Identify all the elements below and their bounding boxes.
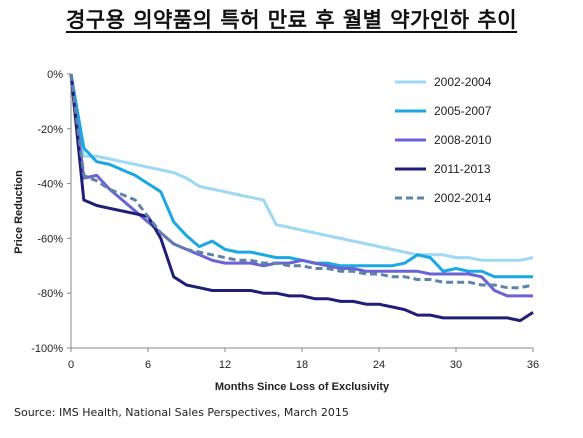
x-tick-label: 24 — [373, 359, 385, 371]
y-tick-label: -20% — [37, 124, 63, 136]
x-axis-label: Months Since Loss of Exclusivity — [215, 381, 390, 393]
y-tick-label: -80% — [37, 288, 63, 300]
legend-label: 2002-2014 — [434, 191, 492, 205]
series-line-2008-2010 — [69, 73, 533, 298]
x-tick-label: 30 — [450, 359, 462, 371]
source-note: Source: IMS Health, National Sales Persp… — [14, 406, 349, 419]
x-tick-label: 0 — [68, 359, 74, 371]
chart-title: 경구용 의약품의 특허 만료 후 월별 약가인하 추이 — [65, 8, 518, 32]
legend-label: 2005-2007 — [434, 104, 492, 118]
legend: 2002-2004 2005-2007 2008-2010 2011-2013 2002… — [395, 75, 492, 205]
axes: 0% -20% -40% -60% -80% -100% 0 6 12 18 24 30 36 — [31, 69, 539, 371]
y-tick-label: 0% — [47, 69, 63, 81]
series-line-2002-2014 — [69, 73, 534, 290]
legend-label: 2008-2010 — [434, 133, 492, 147]
y-tick-label: -100% — [31, 343, 63, 355]
legend-label: 2002-2004 — [434, 75, 492, 89]
x-tick-label: 36 — [527, 359, 539, 371]
series-lines — [69, 73, 534, 323]
y-tick-label: -60% — [37, 233, 63, 245]
legend-label: 2011-2013 — [434, 162, 491, 176]
y-axis-label: Price Reduction — [13, 170, 25, 254]
series-line-2002-2004 — [69, 73, 534, 262]
x-tick-label: 12 — [219, 359, 231, 371]
y-tick-label: -40% — [37, 179, 63, 191]
x-tick-label: 6 — [145, 359, 151, 371]
x-tick-label: 18 — [296, 359, 308, 371]
